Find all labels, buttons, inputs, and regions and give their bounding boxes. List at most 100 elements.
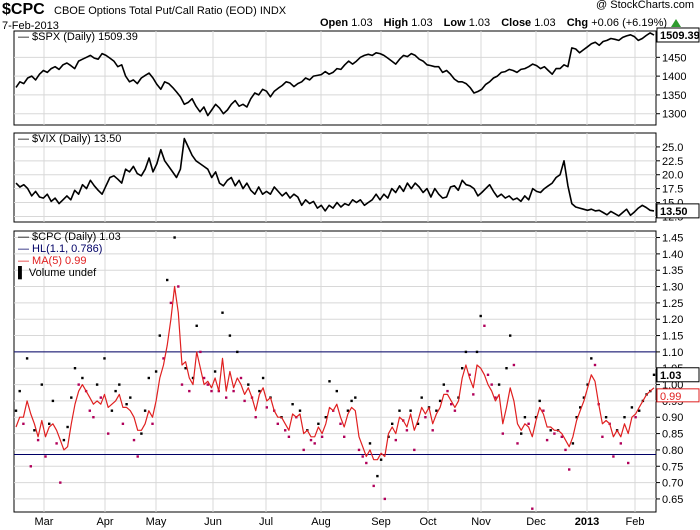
cpc-dot: [601, 435, 604, 438]
cpc-dot: [490, 383, 493, 386]
cpc-dot: [154, 370, 158, 373]
x-month-label: Mar: [35, 516, 54, 528]
y-tick-label: 20.0: [662, 170, 683, 182]
cpc-dot: [55, 442, 58, 445]
high-label: High: [383, 17, 409, 29]
cpc-dot: [531, 507, 534, 510]
cpc-dot: [534, 416, 538, 419]
y-tick-label: 1.30: [662, 282, 683, 294]
cpc-dot: [70, 396, 73, 399]
y-tick-label: 0.75: [662, 461, 683, 473]
cpc-dot: [346, 409, 350, 412]
cpc-dot: [121, 422, 125, 425]
cpc-dot: [188, 389, 191, 393]
y-tick-label: 0.85: [662, 429, 683, 441]
cpc-dot: [110, 409, 114, 412]
high-value: 1.03: [411, 17, 433, 29]
cpc-dot: [136, 455, 139, 458]
cpc-dot: [424, 416, 427, 419]
cpc-dot: [652, 373, 656, 376]
cpc-dot: [103, 357, 106, 360]
cpc-dot: [409, 409, 412, 412]
y-tick-label: 0.70: [662, 478, 683, 490]
cpc-dot: [379, 458, 383, 461]
cpc-dot: [92, 416, 95, 419]
cpc-dot: [527, 422, 530, 425]
cpc-dot: [247, 383, 250, 386]
cpc-dot: [523, 416, 527, 419]
cpc-dot: [313, 442, 316, 445]
cpc-dot: [638, 409, 641, 412]
open-value: 1.03: [351, 17, 373, 29]
cpc-dot: [95, 383, 99, 386]
cpc-dot: [33, 429, 36, 432]
cpc-dot: [579, 406, 582, 409]
cpc-dot: [298, 409, 302, 412]
close-label: Close: [501, 17, 532, 29]
cpc-dot: [354, 396, 357, 399]
cpc-dot: [22, 422, 25, 425]
cpc-dot: [582, 396, 586, 399]
y-tick-label: 1.45: [662, 233, 683, 245]
cpc-dot: [350, 399, 353, 403]
cpc-dot: [265, 406, 268, 409]
cpc-dot: [36, 438, 40, 442]
up-arrow-icon: [671, 19, 682, 27]
cpc-dot: [586, 383, 589, 386]
cpc-dot: [143, 409, 147, 412]
x-month-label: Apr: [96, 516, 113, 528]
cpc-dot: [520, 432, 523, 435]
cpc-dot: [619, 442, 622, 445]
cpc-dot: [516, 442, 519, 445]
cpc-dot: [394, 438, 397, 442]
cpc-dot: [202, 376, 206, 380]
cpc-dot: [438, 399, 442, 403]
cpc-dot: [66, 425, 69, 429]
y-tick-label: 17.5: [662, 184, 683, 196]
cpc-dot: [129, 396, 132, 399]
cpc-dot: [125, 403, 128, 406]
cpc-dot: [368, 442, 372, 445]
y-tick-label: 1.15: [662, 331, 683, 343]
cpc-dot: [25, 357, 29, 360]
legend-hl: — HL(1.1, 0.786): [18, 243, 102, 255]
cpc-dot: [468, 373, 471, 376]
y-tick-label: 1.35: [662, 265, 683, 277]
chg-value: +0.06 (+6.19%): [591, 17, 668, 29]
cpc-dot: [575, 416, 578, 419]
low-label: Low: [443, 17, 466, 29]
x-month-label: 2013: [575, 516, 599, 528]
cpc-dot: [73, 367, 77, 370]
y-tick-label: 1400: [662, 71, 686, 83]
cpc-dot: [29, 465, 32, 468]
vix-last-value: 13.50: [660, 206, 688, 218]
cpc-dot: [630, 406, 634, 409]
cpc-dot: [191, 376, 195, 380]
cpc-dot: [51, 399, 55, 403]
cpc-dot: [405, 429, 409, 432]
chg-label: Chg: [566, 17, 589, 29]
cpc-dot: [328, 380, 331, 383]
cpc-dot: [446, 389, 449, 393]
cpc-dot: [431, 429, 434, 432]
cpc-dot: [180, 383, 184, 386]
y-tick-label: 1.10: [662, 347, 683, 359]
cpc-dot: [453, 409, 457, 412]
cpc-dot: [221, 311, 224, 314]
cpc-dot: [118, 383, 121, 386]
cpc-dot: [413, 448, 416, 452]
cpc-dot: [590, 357, 593, 360]
x-month-label: Feb: [626, 516, 645, 528]
cpc-ma-value-box: [656, 388, 700, 403]
spx-price-line: [15, 32, 655, 117]
cpc-dot: [81, 376, 84, 380]
x-month-label: Jun: [204, 516, 222, 528]
cpc-dot: [261, 376, 265, 380]
y-tick-label: 1350: [662, 90, 686, 102]
cpc-dot: [258, 389, 261, 393]
cpc-dot: [62, 438, 66, 442]
cpc-dot: [420, 396, 423, 399]
cpc-dot: [317, 422, 320, 425]
open-label: Open: [320, 17, 349, 29]
cpc-dot: [497, 383, 501, 386]
